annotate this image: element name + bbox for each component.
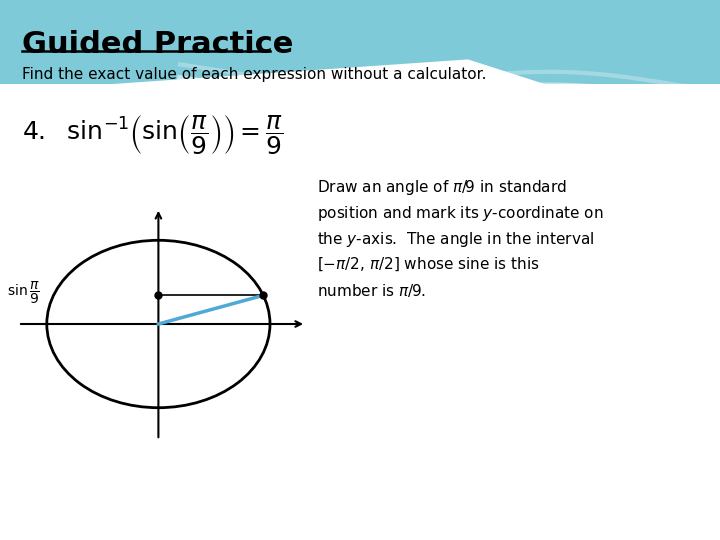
Text: position and mark its $y$-coordinate on: position and mark its $y$-coordinate on [317, 204, 603, 223]
Text: $\sin\dfrac{\pi}{9}$: $\sin\dfrac{\pi}{9}$ [6, 280, 40, 306]
Text: the $y$-axis.  The angle in the interval: the $y$-axis. The angle in the interval [317, 230, 594, 249]
Text: Draw an angle of $\pi/9$ in standard: Draw an angle of $\pi/9$ in standard [317, 178, 567, 197]
Text: $\left[-\pi/2,\,\pi/2\right]$ whose sine is this: $\left[-\pi/2,\,\pi/2\right]$ whose sine… [317, 256, 539, 273]
Text: number is $\pi/9$.: number is $\pi/9$. [317, 282, 426, 299]
Text: $4.\ \ \sin^{-1}\!\left(\sin\!\left(\dfrac{\pi}{9}\right)\right) = \dfrac{\pi}{9: $4.\ \ \sin^{-1}\!\left(\sin\!\left(\dfr… [22, 113, 283, 157]
Bar [0, 84, 720, 540]
Polygon shape [0, 0, 720, 140]
Text: Find the exact value of each expression without a calculator.: Find the exact value of each expression … [22, 68, 486, 83]
Text: Guided Practice: Guided Practice [22, 30, 293, 59]
